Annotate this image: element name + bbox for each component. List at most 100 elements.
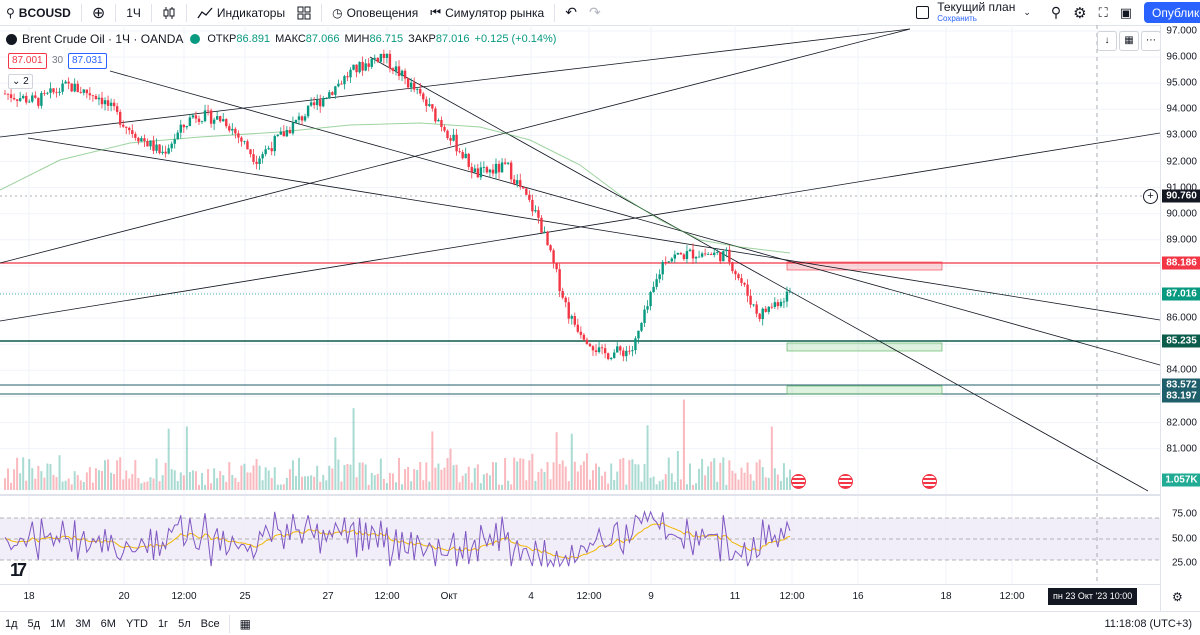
candle-body [185,126,189,128]
economic-event-flag-icon[interactable] [922,474,937,489]
trend-line-channel-top[interactable] [0,28,911,138]
volume-bar [276,484,279,490]
range-button-5[interactable]: YTD [125,617,148,630]
redo-button[interactable]: ↷ [588,4,601,20]
volume-bar [458,482,461,490]
economic-event-flag-icon[interactable] [838,474,853,489]
candle-body [528,194,531,200]
volume-bar [498,484,501,490]
candle-body [331,92,334,95]
legend-title[interactable]: Brent Crude Oil · 1Ч · OANDA [22,32,184,46]
rsi-line [4,509,791,568]
candle-body [731,262,734,272]
candle-body [443,127,446,131]
sell-price-button[interactable]: 87.001 [8,53,47,69]
symbol-search[interactable]: ⚲ BCOUSD [0,0,77,25]
price-axis[interactable]: 97.000 96.000 95.000 94.000 93.000 92.000 91.0… [1143,25,1200,611]
volume-bar [285,477,288,490]
calendar-icon[interactable]: ▦ [239,616,251,631]
layouts-button[interactable] [291,0,317,25]
indicators-button[interactable]: Индикаторы [191,0,291,25]
candle-body [291,122,295,134]
indicators-count: 2 [23,76,29,87]
plus-icon[interactable]: + [1143,189,1158,204]
price-tick: 91.000 [1166,182,1197,194]
volume-bar [255,458,258,490]
clock-display[interactable]: 11:18:08 (UTC+3) [1104,617,1192,630]
candle-body [103,100,107,105]
volume-bar [167,428,170,490]
trend-line-rising[interactable] [0,28,911,264]
buy-price-button[interactable]: 87.031 [68,53,107,69]
volume-bar [210,483,213,490]
time-tick: 12:00 [374,591,400,602]
candle-body [579,331,583,335]
time-tick: 12:00 [999,591,1025,602]
volume-bar [413,469,416,490]
symbol-logo-icon [6,33,17,45]
interval-button[interactable]: 1Ч [126,5,141,20]
fullscreen-button[interactable]: ⛶ [1098,4,1108,20]
divider [150,3,152,22]
replay-button[interactable]: ⏮ Симулятор рынка [424,0,550,25]
volume-bar [294,475,297,490]
candle-body [179,124,182,133]
quick-search-button[interactable]: ⚲ [1050,4,1062,20]
economic-event-flag-icon[interactable] [791,474,806,489]
plan-button[interactable]: Текущий план Сохранить ⌄ [910,0,1037,25]
candle-body [779,301,783,307]
checkbox-icon [916,6,930,19]
indicators-toggle[interactable]: ⌄ 2 [8,74,33,89]
divider [80,3,82,22]
trend-line-falling-steep[interactable] [369,56,1149,492]
chart-canvas[interactable] [0,25,1160,584]
undo-button[interactable]: ↶ [565,4,577,20]
range-button-8[interactable]: Все [200,617,220,630]
scroll-down-button[interactable]: ↓ [1097,31,1117,51]
time-axis[interactable]: 18 20 12:00 25 27 12:00 Окт 4 12:00 9 11 12:00 16 18 1… [0,584,1160,612]
candle-body [161,151,164,154]
trend-line-channel-bottom[interactable] [27,137,1160,321]
candle-body [655,279,658,287]
candle-body [446,130,449,139]
publish-button[interactable]: Опубликовать [1144,2,1200,23]
candle-body [140,138,143,142]
alerts-button[interactable]: ◷ Оповещения [326,0,424,25]
volume-bar [755,462,758,490]
tradingview-logo[interactable]: 17 [10,560,27,580]
range-button-7[interactable]: 5л [178,617,191,630]
snapshot-button[interactable]: ▣ [1119,4,1132,20]
time-tick: 18 [23,591,35,602]
candle-body [40,93,43,106]
range-button-2[interactable]: 1М [50,617,66,630]
target-zone-green-2[interactable] [786,385,943,395]
candle-body [125,126,128,128]
range-button-6[interactable]: 1г [157,617,169,630]
crosshair-time-label: пн 23 Окт '23 10:00 [1048,588,1138,605]
volume-bar [391,473,394,490]
lock-scale-button[interactable]: ▦ [1119,31,1139,51]
volume-bar [758,459,761,490]
volume-bar [270,478,273,490]
axis-settings-button[interactable]: ⚙ [1172,590,1183,604]
range-button-0[interactable]: 1д [5,617,18,630]
target-zone-green[interactable] [786,342,943,352]
chart-legend: Brent Crude Oil · 1Ч · OANDA ОТКР 86.891 … [6,32,556,46]
candle-body [34,95,37,98]
volume-bar [146,481,149,490]
chart-type-button[interactable] [156,0,182,25]
range-button-4[interactable]: 6М [100,617,116,630]
top-toolbar: ⚲ BCOUSD ⊕ 1Ч Индикаторы ◷ Оповещения ⏮ … [0,0,1200,26]
target-zone-red[interactable] [786,261,943,271]
volume-bar [770,426,773,490]
volume-bar [376,473,379,490]
compare-symbol-button[interactable]: ⊕ [91,4,106,22]
more-options-button[interactable]: ⋯ [1141,31,1161,51]
candle-body [458,151,461,153]
trend-line-falling[interactable] [109,70,1160,366]
symbol-name: BCOUSD [18,5,71,20]
settings-button[interactable]: ⚙ [1073,4,1087,22]
range-button-1[interactable]: 5д [27,617,41,630]
range-button-3[interactable]: 3М [75,617,91,630]
candle-body [297,116,301,120]
